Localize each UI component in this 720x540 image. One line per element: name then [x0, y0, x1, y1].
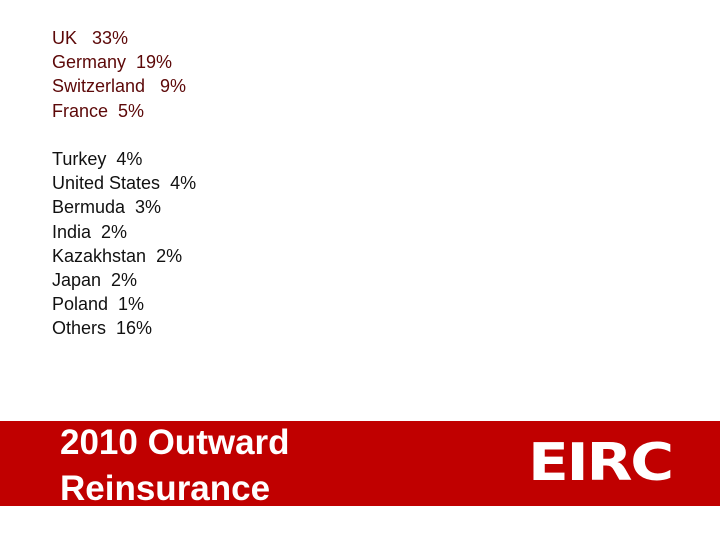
country-share: France 5% [52, 100, 145, 121]
country-share: UK 33% [52, 28, 129, 48]
logo: EIRC [528, 433, 674, 493]
banner: 2010 Outward Reinsurance EIRC [0, 421, 720, 508]
country-share: Kazakhstan 2% [52, 245, 183, 266]
country-share: Others 16% [52, 318, 153, 339]
country-share: Bermuda 3% [52, 197, 162, 218]
country-share: Switzerland 9% [52, 76, 187, 97]
country-share: Poland 1% [52, 294, 145, 315]
banner-title: Reinsurance [60, 469, 271, 508]
country-share: India 2% [52, 221, 128, 242]
country-share: United States 4% [52, 173, 197, 194]
country-share: Turkey 4% [52, 149, 143, 169]
country-share: Japan 2% [52, 270, 138, 290]
country-share: Germany 19% [52, 52, 173, 73]
banner-title: 2010 Outward [60, 423, 290, 462]
